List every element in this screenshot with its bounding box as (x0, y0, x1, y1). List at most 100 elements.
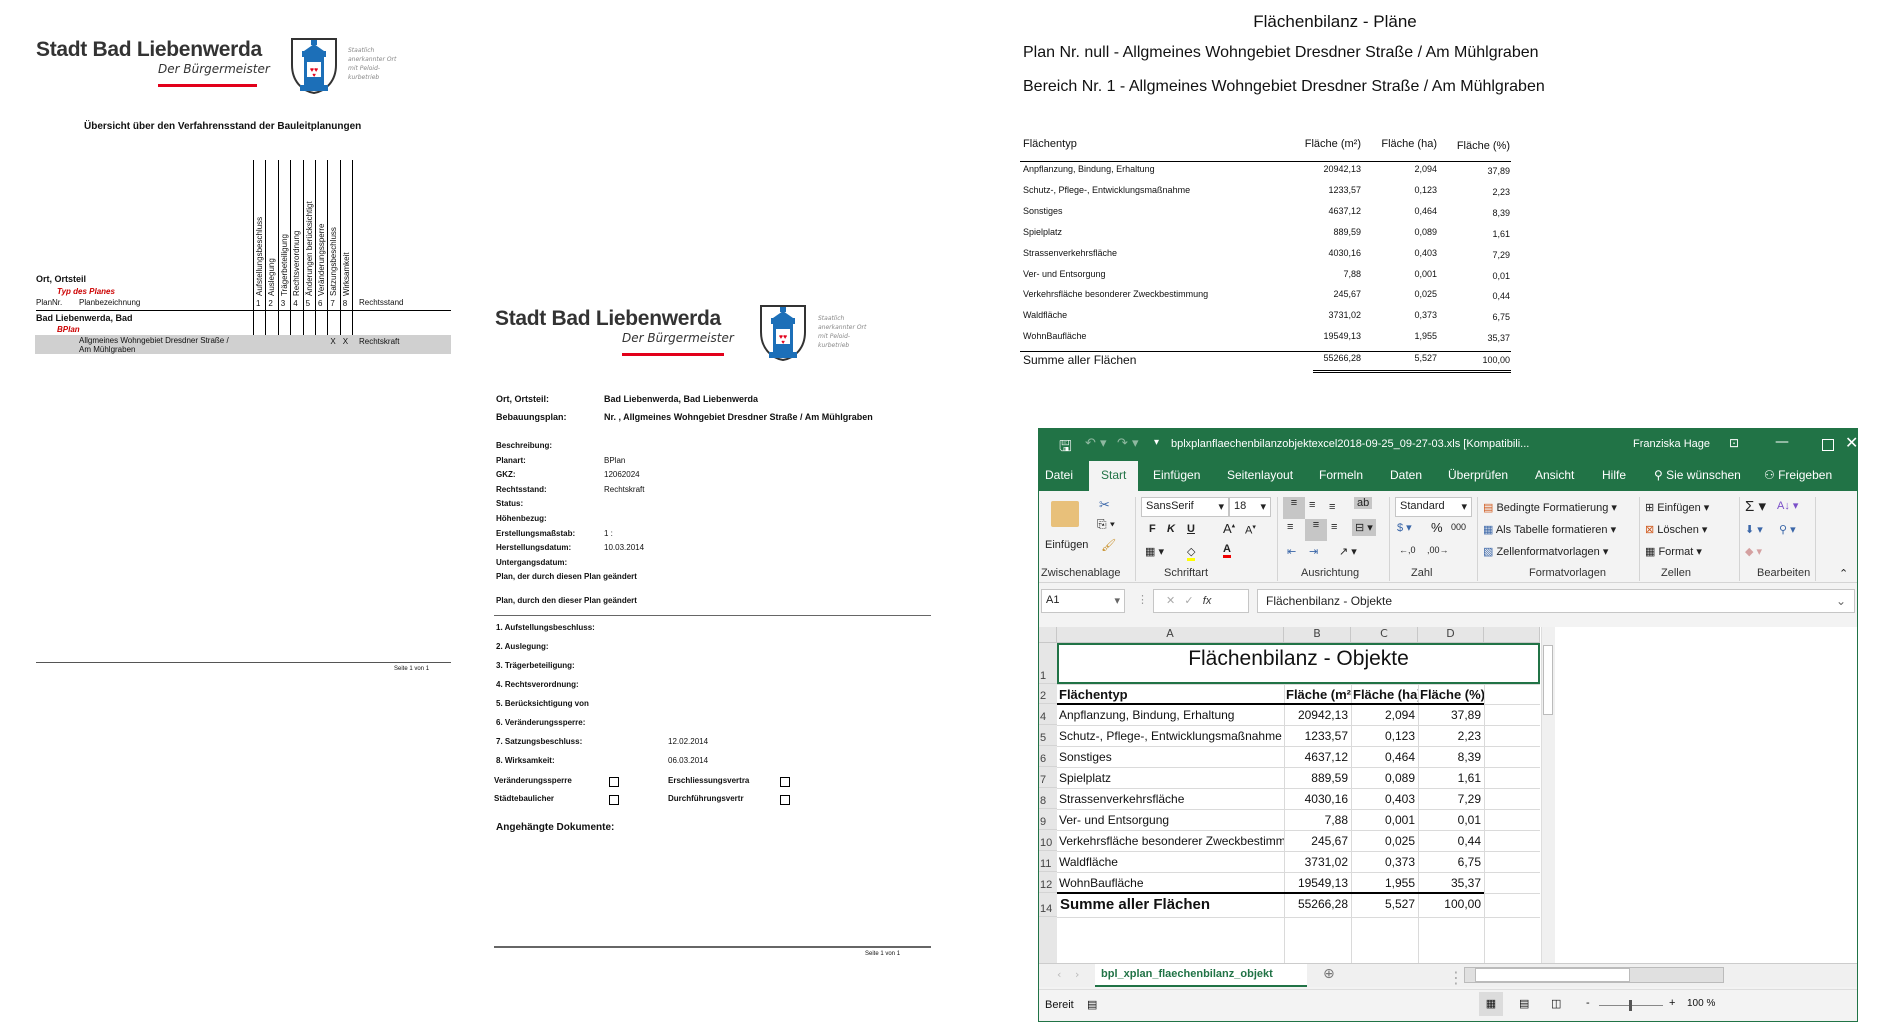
checkbox[interactable] (780, 795, 790, 805)
cut-icon[interactable]: ✂ (1099, 497, 1110, 512)
sheet-cell[interactable]: 8,39 (1457, 750, 1481, 764)
sheet-cell[interactable]: 2,094 (1384, 708, 1415, 722)
cancel-icon[interactable]: ✕ (1166, 595, 1176, 607)
sheet-cell[interactable]: 4637,12 (1304, 750, 1348, 764)
sheet-cell[interactable]: WohnBaufläche (1059, 876, 1144, 890)
sheet-cell[interactable]: 0,464 (1384, 750, 1415, 764)
grow-font-icon[interactable]: A▴ (1223, 521, 1236, 536)
row-header[interactable]: 1 (1039, 643, 1057, 684)
find-icon[interactable]: ⚲ ▾ (1779, 524, 1796, 536)
orientation-icon[interactable]: ↗ ▾ (1339, 546, 1357, 558)
sheet-header-cell[interactable]: Flächentyp (1059, 687, 1128, 702)
sheet-cell[interactable]: Waldfläche (1059, 855, 1118, 869)
maximize-icon[interactable] (1822, 439, 1834, 451)
row-header[interactable]: 7 (1039, 767, 1057, 788)
collapse-ribbon-icon[interactable]: ⌃ (1839, 568, 1849, 580)
insert-cells-button[interactable]: ⊞ Einfügen ▾ (1645, 502, 1710, 514)
sheet-cell[interactable]: 37,89 (1450, 708, 1481, 722)
align-bottom-icon[interactable]: ≡ (1329, 501, 1336, 513)
increase-decimal-icon[interactable]: ←,0 (1399, 545, 1416, 555)
row-header[interactable]: 6 (1039, 746, 1057, 767)
sheet-tab[interactable]: bpl_xplan_flaechenbilanz_objekt (1095, 964, 1307, 987)
sheet-cell[interactable]: 4030,16 (1304, 792, 1348, 806)
wrap-text-icon[interactable]: ab (1354, 497, 1373, 509)
ribbon-tab[interactable]: Hilfe (1602, 468, 1627, 482)
currency-icon[interactable]: $ ▾ (1397, 522, 1412, 534)
minimize-icon[interactable]: — (1775, 434, 1789, 450)
column-header[interactable]: B (1284, 627, 1351, 643)
zoom-in-icon[interactable]: + (1669, 997, 1676, 1009)
cell-styles-button[interactable]: ▧ Zellenformatvorlagen ▾ (1483, 546, 1609, 558)
sheet-total-cell[interactable]: Summe aller Flächen (1060, 896, 1211, 913)
increase-indent-icon[interactable]: ⇥ (1309, 546, 1319, 558)
sheet-cell[interactable]: 2,23 (1457, 729, 1481, 743)
sheet-header-cell[interactable]: Fläche (ha) (1353, 687, 1418, 702)
format-painter-icon[interactable]: 🖌 (1101, 538, 1117, 552)
ribbon-display-icon[interactable]: ⊡ (1729, 436, 1740, 450)
decrease-indent-icon[interactable]: ⇤ (1287, 546, 1297, 558)
share-button[interactable]: ⚇ Freigeben (1764, 468, 1833, 482)
align-middle-icon[interactable]: ≡ (1309, 499, 1316, 511)
conditional-formatting-button[interactable]: ▤ Bedingte Formatierung ▾ (1483, 502, 1617, 514)
checkbox[interactable] (609, 795, 619, 805)
ribbon-tab[interactable]: Formeln (1319, 468, 1364, 482)
user-name[interactable]: Franziska Hage (1633, 438, 1711, 450)
paste-button[interactable]: Einfügen (1045, 539, 1089, 551)
zoom-slider[interactable] (1599, 1000, 1663, 1011)
sheet-cell[interactable]: 0,123 (1384, 729, 1415, 743)
page-break-view-icon[interactable]: ◫ (1551, 998, 1562, 1010)
redo-icon[interactable]: ↷ ▾ (1117, 436, 1139, 451)
align-center-icon[interactable]: ≡ (1305, 519, 1327, 541)
sheet-cell[interactable]: Ver- und Entsorgung (1059, 813, 1170, 827)
fill-color-icon[interactable]: ◇ (1187, 545, 1196, 561)
sheet-cell[interactable]: 889,59 (1311, 771, 1348, 785)
underline-button[interactable]: U (1187, 523, 1195, 535)
ribbon-tab[interactable]: Start (1089, 461, 1139, 491)
fill-icon[interactable]: ⬇ ▾ (1745, 524, 1763, 536)
sheet-cell[interactable]: 0,01 (1457, 813, 1481, 827)
row-header[interactable]: 2 (1039, 684, 1057, 704)
sheet-cell[interactable]: 6,75 (1457, 855, 1481, 869)
sheet-cell[interactable]: 0,001 (1384, 813, 1415, 827)
next-sheet-icon[interactable]: › (1075, 968, 1080, 981)
merge-center-icon[interactable]: ⊟ ▾ (1352, 519, 1376, 536)
sort-filter-icon[interactable]: A↓ ▾ (1777, 500, 1799, 512)
sheet-cell[interactable]: 1,955 (1384, 876, 1415, 890)
enter-icon[interactable]: ✓ (1184, 595, 1194, 607)
clear-icon[interactable]: ◆ ▾ (1745, 546, 1763, 558)
sheet-cell[interactable]: 245,67 (1311, 834, 1348, 848)
checkbox[interactable] (609, 777, 619, 787)
ribbon-tab[interactable]: Überprüfen (1448, 468, 1509, 482)
percent-icon[interactable]: % (1431, 520, 1443, 535)
sheet-total-cell[interactable]: 100,00 (1444, 897, 1481, 911)
sheet-cell[interactable]: 1,61 (1457, 771, 1481, 785)
number-format-select[interactable]: Standard ▾ (1395, 497, 1472, 517)
undo-icon[interactable]: ↶ ▾ (1085, 436, 1107, 451)
sheet-total-cell[interactable]: 55266,28 (1297, 897, 1348, 911)
row-header[interactable]: 14 (1039, 893, 1057, 917)
plan-row[interactable] (35, 335, 451, 354)
close-icon[interactable]: ✕ (1845, 433, 1859, 452)
column-header[interactable]: C (1351, 627, 1418, 643)
page-layout-view-icon[interactable]: ▤ (1519, 998, 1530, 1010)
zoom-out-icon[interactable]: - (1586, 997, 1590, 1009)
ribbon-tab[interactable]: Datei (1045, 468, 1074, 482)
sheet-cell[interactable]: Strassenverkehrsfläche (1059, 792, 1185, 806)
splitter-icon[interactable]: ⋮ (1448, 968, 1464, 987)
sheet-cell[interactable]: Schutz-, Pflege-, Entwicklungsmaßnahme (1059, 729, 1282, 743)
font-color-icon[interactable]: A (1223, 543, 1231, 558)
align-right-icon[interactable]: ≡ (1331, 521, 1338, 533)
ribbon-tab[interactable]: Seitenlayout (1227, 468, 1294, 482)
sheet-cell[interactable]: Verkehrsfläche besonderer Zweckbestimmun… (1059, 834, 1284, 848)
sheet-cell[interactable]: 19549,13 (1297, 876, 1348, 890)
normal-view-icon[interactable]: ▦ (1479, 992, 1503, 1016)
column-header[interactable]: D (1418, 627, 1484, 643)
sheet-total-cell[interactable]: 5,527 (1384, 897, 1415, 911)
sheet-cell[interactable]: 0,025 (1384, 834, 1415, 848)
ribbon-tab[interactable]: Einfügen (1153, 468, 1201, 482)
row-header[interactable]: 4 (1039, 704, 1057, 725)
sheet-cell[interactable]: 1233,57 (1304, 729, 1348, 743)
row-header[interactable]: 8 (1039, 788, 1057, 809)
italic-button[interactable]: K (1167, 523, 1175, 535)
row-header[interactable]: 9 (1039, 809, 1057, 830)
